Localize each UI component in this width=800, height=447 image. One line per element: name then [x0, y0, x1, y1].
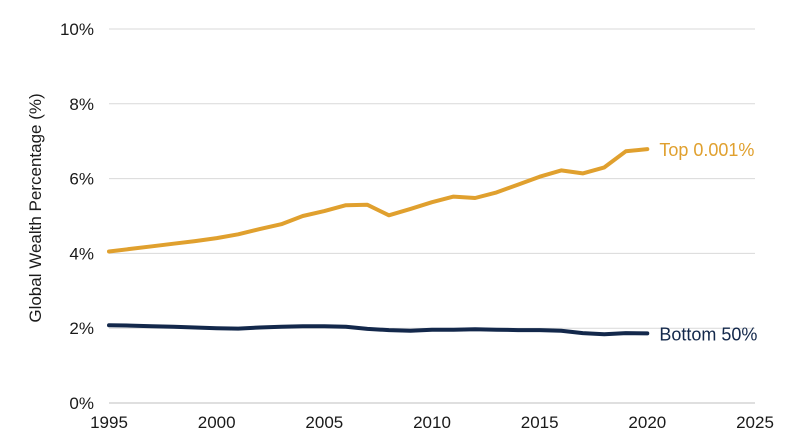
- x-tick-label: 2000: [198, 413, 236, 432]
- axis-layer: 0% 2% 4% 6% 8% 10% 1995 2000 2005 2010 2015 2020 202…: [60, 20, 774, 432]
- x-tick-label: 2015: [521, 413, 559, 432]
- series-layer: [107, 147, 650, 337]
- y-tick-label: 10%: [60, 20, 94, 39]
- y-tick-label: 4%: [69, 244, 94, 263]
- y-tick-label: 2%: [69, 319, 94, 338]
- y-tick-label: 8%: [69, 95, 94, 114]
- series-line-top-0-001: [107, 147, 650, 254]
- x-tick-label: 1995: [90, 413, 128, 432]
- series-label-bottom-50: Bottom 50%: [659, 324, 757, 344]
- x-tick-label: 2020: [628, 413, 666, 432]
- label-layer: Top 0.001% Bottom 50%: [659, 140, 757, 344]
- x-tick-label: 2025: [736, 413, 774, 432]
- grid-layer: [109, 28, 755, 329]
- series-label-top-0-001: Top 0.001%: [659, 140, 754, 160]
- y-axis-title: Global Wealth Percentage (%): [26, 93, 45, 322]
- y-tick-label: 0%: [69, 394, 94, 413]
- x-tick-label: 2005: [305, 413, 343, 432]
- series-line-bottom-50: [107, 323, 650, 337]
- x-tick-label: 2010: [413, 413, 451, 432]
- y-tick-label: 6%: [69, 170, 94, 189]
